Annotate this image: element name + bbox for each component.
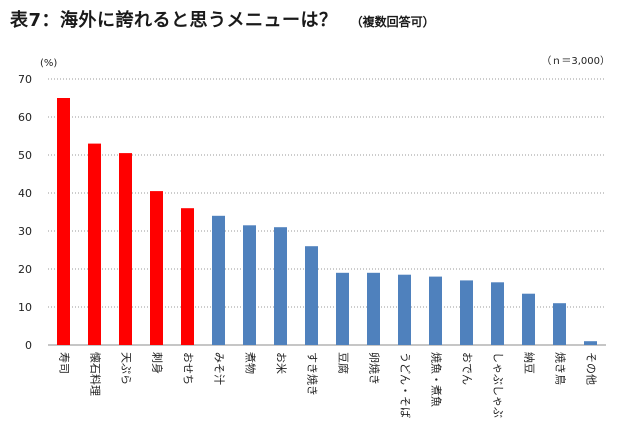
bar xyxy=(88,143,101,345)
bar xyxy=(212,215,225,345)
bar xyxy=(522,293,535,345)
x-category-label: その他 xyxy=(585,352,598,385)
x-category-label: おでん xyxy=(461,352,474,385)
bar xyxy=(584,341,597,345)
x-category-label: 納豆 xyxy=(523,352,536,374)
x-category-label: すき焼き xyxy=(306,352,319,396)
bar xyxy=(305,246,318,345)
y-tick-label: 30 xyxy=(18,225,32,238)
x-category-label: 懐石料理 xyxy=(89,352,103,396)
x-category-label: 豆腐 xyxy=(337,352,351,374)
chart-title: 表7：海外に誇れると思うメニューは？ xyxy=(10,10,338,31)
y-tick-label: 20 xyxy=(18,263,32,276)
x-category-label: 煮物 xyxy=(244,352,258,374)
x-category-label: しゃぶしゃぶ xyxy=(492,352,505,418)
y-tick-label: 70 xyxy=(18,73,32,86)
category-label-layer: 寿司 懐石料理 天ぷら 刺身 おせち みそ汁 煮物 お米 すき焼き 豆腐 卵焼き うどん・そば 焼魚・煮… xyxy=(58,352,598,418)
bar xyxy=(243,225,256,345)
y-tick-label: 0 xyxy=(25,339,32,352)
sample-size-note: （ｎ＝3,000） xyxy=(541,56,610,67)
bar xyxy=(57,98,70,345)
bar xyxy=(553,303,566,345)
bar xyxy=(119,153,132,345)
x-category-label: 寿司 xyxy=(58,352,72,374)
y-tick-label: 60 xyxy=(18,111,32,124)
x-category-label: 天ぷら xyxy=(120,352,133,385)
bar xyxy=(181,208,194,345)
grid-layer xyxy=(48,78,606,346)
bar xyxy=(491,282,504,345)
bar xyxy=(398,274,411,345)
y-tick-layer: 0 10 20 30 40 50 60 70 xyxy=(18,73,32,352)
bar xyxy=(336,272,349,345)
x-category-label: みそ汁 xyxy=(213,352,226,385)
chart-title-block: 表7：海外に誇れると思うメニューは？ （複数回答可） xyxy=(10,6,435,32)
y-tick-label: 40 xyxy=(18,187,32,200)
x-category-label: 刺身 xyxy=(151,352,165,374)
bar xyxy=(274,227,287,345)
x-category-label: 焼き鳥 xyxy=(554,352,568,385)
y-tick-label: 50 xyxy=(18,149,32,162)
x-category-label: おせち xyxy=(182,352,195,385)
x-category-label: 卵焼き xyxy=(368,352,381,385)
bar xyxy=(150,191,163,345)
x-category-label: お米 xyxy=(275,352,288,374)
y-axis-unit: (%) xyxy=(40,58,58,69)
y-tick-label: 10 xyxy=(18,301,32,314)
x-category-label: うどん・そば xyxy=(399,352,412,418)
bar xyxy=(460,280,473,345)
bar xyxy=(429,276,442,345)
chart-subtitle: （複数回答可） xyxy=(350,15,435,29)
bar xyxy=(367,272,380,345)
bar-layer xyxy=(57,98,597,345)
x-category-label: 焼魚・煮魚 xyxy=(430,352,443,407)
